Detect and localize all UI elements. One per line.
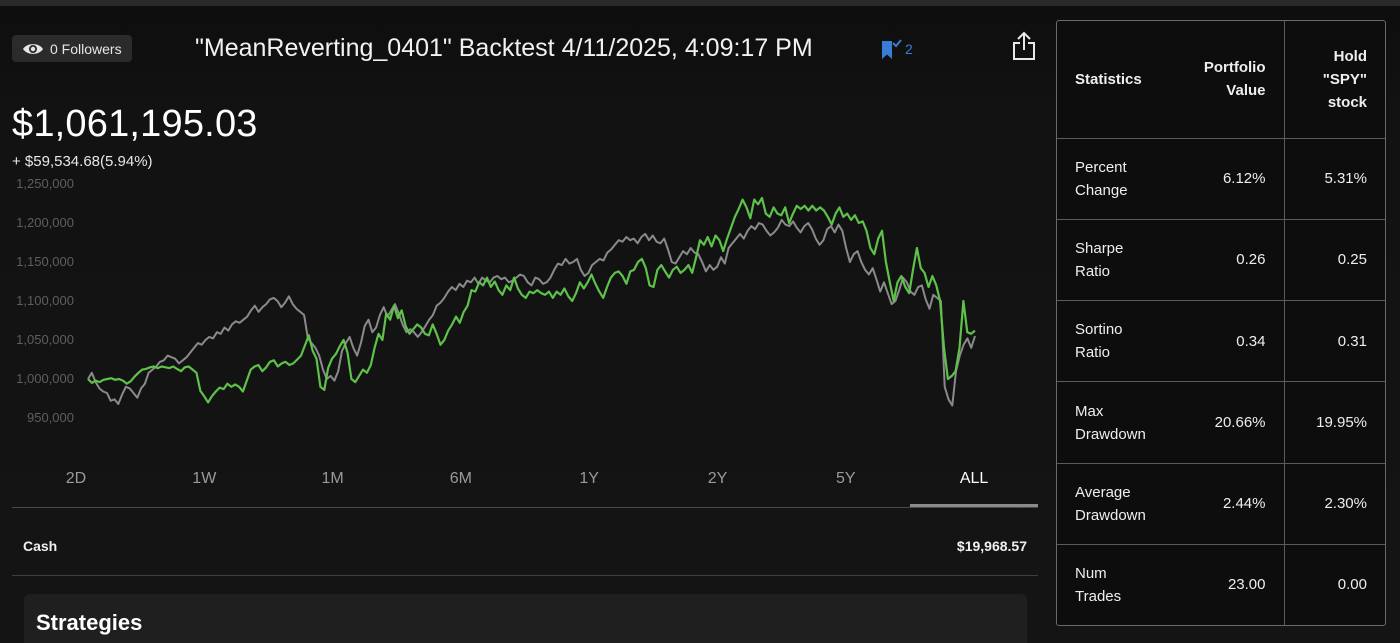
timeframe-tab-6m[interactable]: 6M <box>449 470 472 487</box>
cash-row: Cash $19,968.57 <box>12 508 1038 575</box>
y-tick-label: 950,000 <box>27 410 74 425</box>
y-tick-label: 1,200,000 <box>16 215 74 230</box>
bookmark-button[interactable]: 2 <box>880 38 913 62</box>
eye-icon <box>23 43 43 54</box>
active-tab-indicator <box>910 504 1038 507</box>
stats-row-portfolio: 0.26 <box>1172 219 1285 302</box>
stats-row-hold: 0.31 <box>1284 300 1385 383</box>
strategies-section: Strategies <box>24 594 1027 643</box>
statistics-table: Statistics Portfolio Value Hold "SPY" st… <box>1056 20 1386 626</box>
stats-row-label: Sortino Ratio <box>1057 300 1172 383</box>
stats-row-portfolio: 6.12% <box>1172 138 1285 220</box>
cash-label: Cash <box>23 538 58 554</box>
top-bar <box>0 0 1400 6</box>
timeframe-tab-2y[interactable]: 2Y <box>707 470 728 487</box>
benchmark-series-line <box>87 218 976 407</box>
followers-label: 0 Followers <box>50 40 122 57</box>
chart-lines <box>87 196 976 407</box>
stats-row-label: Average Drawdown <box>1057 463 1172 545</box>
stats-row-portfolio: 2.44% <box>1172 463 1285 545</box>
stats-header-row: Statistics Portfolio Value Hold "SPY" st… <box>1057 21 1385 139</box>
stats-row-label: Max Drawdown <box>1057 381 1172 464</box>
share-icon[interactable] <box>1011 31 1037 61</box>
timeframe-tab-2d[interactable]: 2D <box>65 470 87 487</box>
stats-row: Percent Change 6.12% 5.31% <box>1057 138 1385 220</box>
stats-row: Num Trades 23.00 0.00 <box>1057 544 1385 625</box>
followers-button[interactable]: 0 Followers <box>12 35 132 62</box>
stats-row-hold: 5.31% <box>1284 138 1385 220</box>
cash-value: $19,968.57 <box>956 538 1027 554</box>
stats-row-label: Percent Change <box>1057 138 1172 220</box>
stats-header-statistics: Statistics <box>1057 21 1172 139</box>
stats-header-portfolio: Portfolio Value <box>1172 21 1285 139</box>
y-tick-label: 1,250,000 <box>16 176 74 191</box>
stats-row-portfolio: 0.34 <box>1172 300 1285 383</box>
y-tick-label: 1,150,000 <box>16 254 74 269</box>
stats-row-portfolio: 20.66% <box>1172 381 1285 464</box>
strategies-title: Strategies <box>36 610 143 635</box>
y-tick-label: 1,100,000 <box>16 293 74 308</box>
stats-row: Max Drawdown 20.66% 19.95% <box>1057 381 1385 464</box>
portfolio-change: + $59,534.68(5.94%) <box>12 153 153 170</box>
y-axis-ticks: 1,250,000 1,200,000 1,150,000 1,100,000 1,05… <box>16 176 74 425</box>
bookmark-count: 2 <box>905 41 913 57</box>
stats-row: Average Drawdown 2.44% 2.30% <box>1057 463 1385 545</box>
y-tick-label: 1,000,000 <box>16 371 74 386</box>
divider <box>12 575 1038 576</box>
stats-row-hold: 0.25 <box>1284 219 1385 302</box>
backtest-title: "MeanReverting_0401" Backtest 4/11/2025,… <box>195 34 813 62</box>
timeframe-tab-all[interactable]: ALL <box>959 470 989 487</box>
stats-row-label: Sharpe Ratio <box>1057 219 1172 302</box>
stats-row-label: Num Trades <box>1075 564 1122 605</box>
stats-row: Sortino Ratio 0.34 0.31 <box>1057 300 1385 383</box>
timeframe-tabs: 2D 1W 1M 6M 1Y 2Y 5Y ALL <box>12 460 1038 508</box>
timeframe-tab-1m[interactable]: 1M <box>321 470 344 487</box>
stats-row-hold: 19.95% <box>1284 381 1385 464</box>
stats-header-hold: Hold "SPY" stock <box>1284 21 1385 139</box>
timeframe-tab-1y[interactable]: 1Y <box>579 470 599 487</box>
timeframe-tab-5y[interactable]: 5Y <box>836 470 856 487</box>
stats-row-portfolio: 23.00 <box>1172 544 1285 625</box>
performance-chart: 1,250,000 1,200,000 1,150,000 1,100,000 1,05… <box>16 176 976 425</box>
stats-row: Sharpe Ratio 0.26 0.25 <box>1057 219 1385 302</box>
divider <box>12 507 1038 508</box>
timeframe-tab-1w[interactable]: 1W <box>192 470 217 487</box>
stats-row-hold: 0.00 <box>1337 576 1367 594</box>
bookmark-icon <box>882 39 902 59</box>
portfolio-series-line <box>87 196 976 404</box>
stats-row-hold: 2.30% <box>1284 463 1385 545</box>
y-tick-label: 1,050,000 <box>16 332 74 347</box>
portfolio-value: $1,061,195.03 <box>12 103 258 145</box>
